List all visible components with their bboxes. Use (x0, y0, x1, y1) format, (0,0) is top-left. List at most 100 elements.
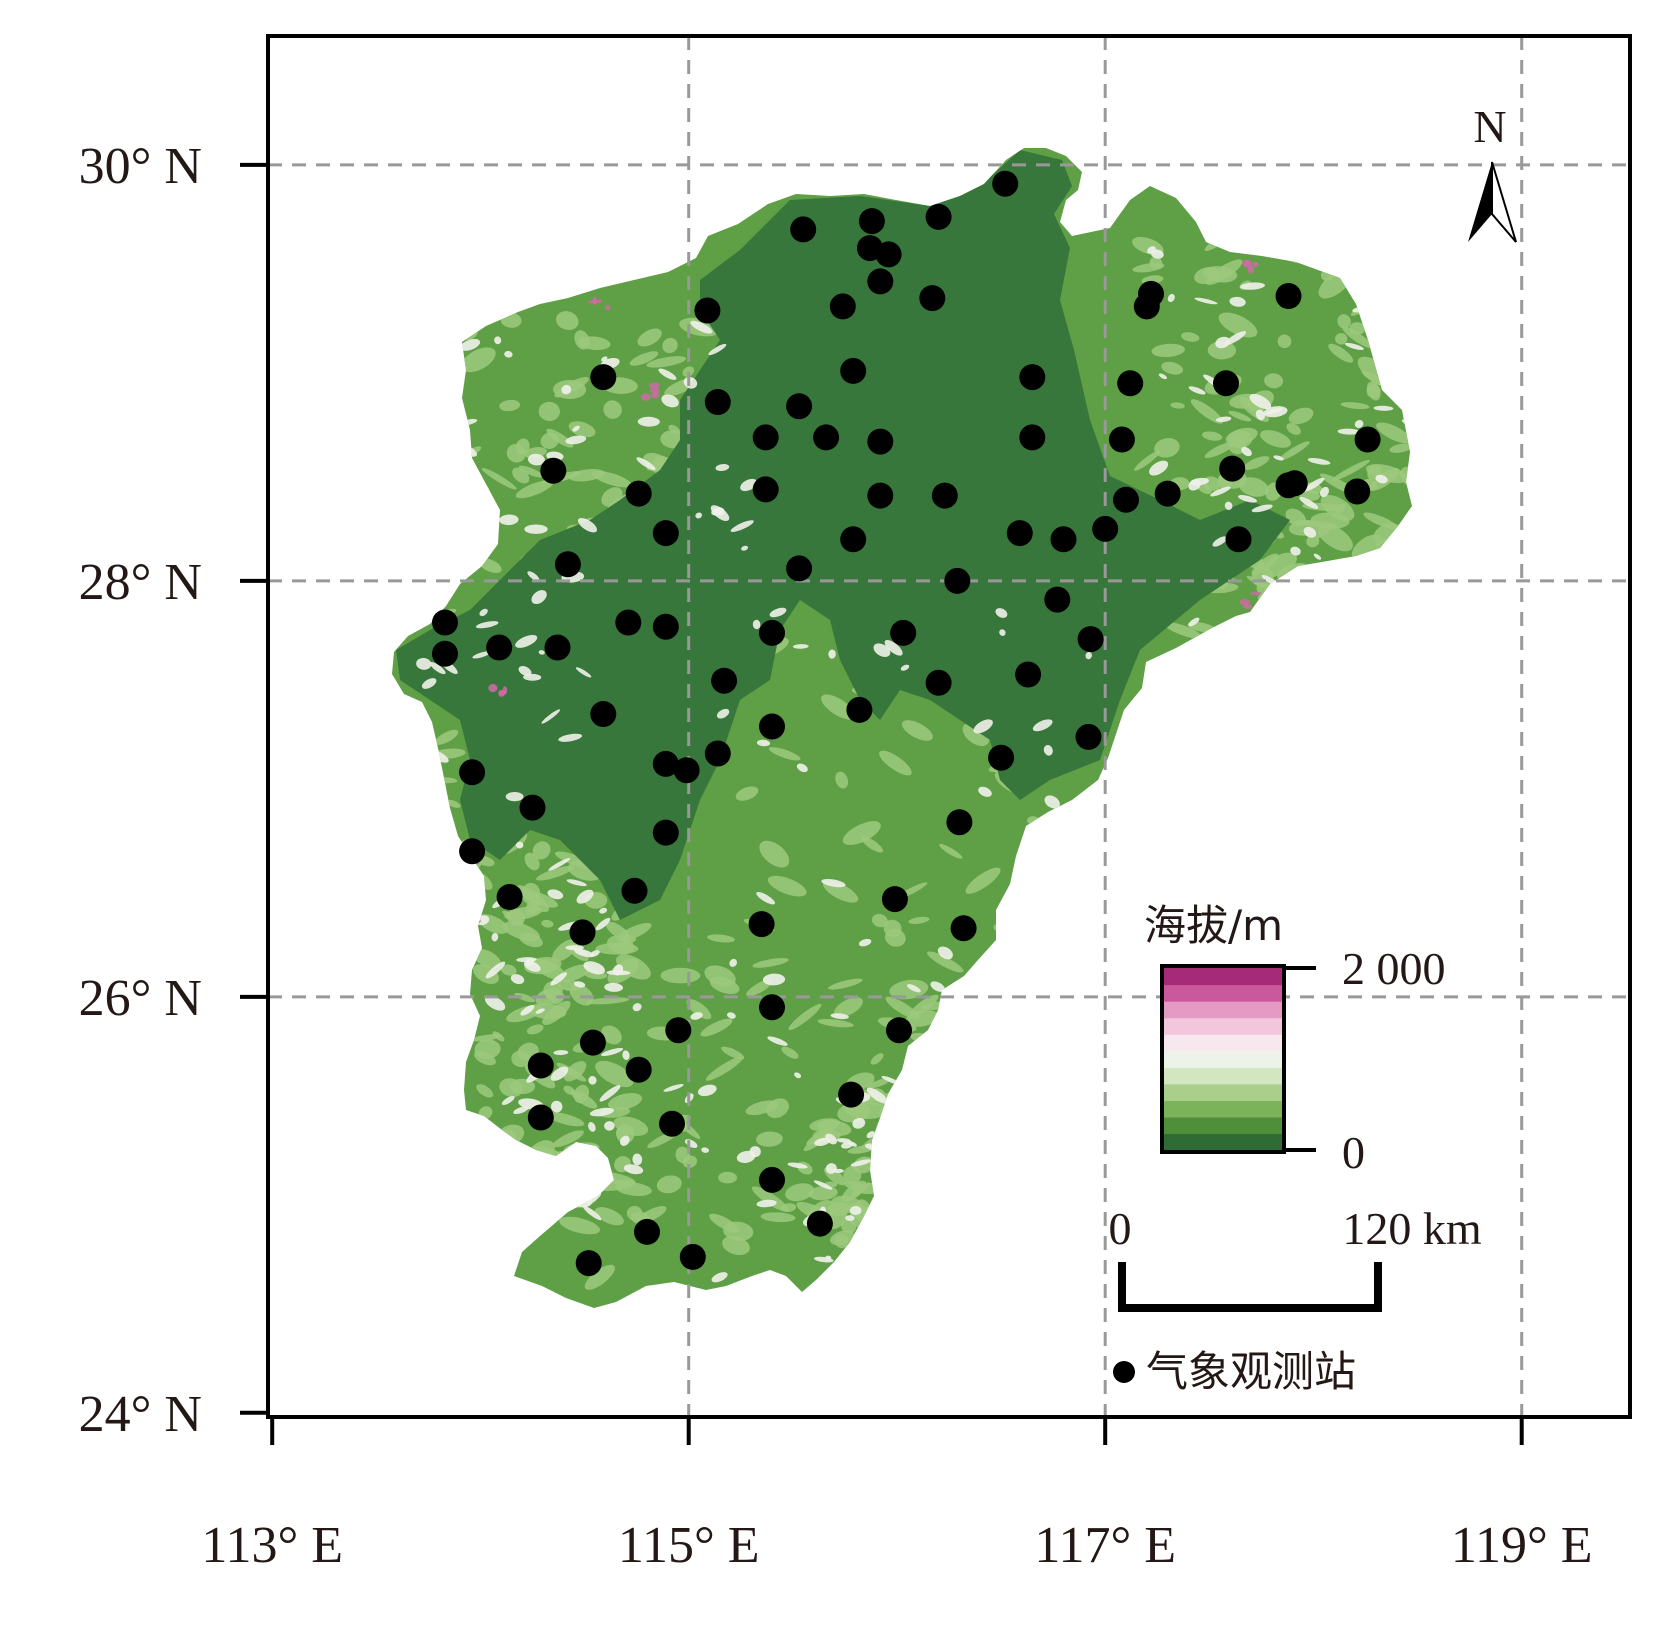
upland-patch (601, 1025, 622, 1045)
upland-patch (1238, 477, 1269, 497)
upland-patch (473, 948, 502, 969)
station-marker (919, 285, 946, 312)
upland-patch (908, 916, 930, 924)
station-marker (519, 794, 546, 821)
upland-patch (656, 1175, 682, 1194)
highland-patch (573, 981, 586, 988)
peak-patch (649, 388, 660, 394)
upland-patch (502, 910, 524, 925)
peak-patch (604, 304, 611, 311)
upland-patch (1134, 450, 1161, 471)
upland-patch (492, 1031, 505, 1042)
upland-patch (901, 720, 933, 741)
highland-patch (588, 1122, 596, 1132)
highland-patch (756, 739, 771, 747)
station-marker (759, 619, 785, 646)
station-marker (569, 919, 596, 946)
highland-patch (516, 957, 537, 963)
highland-patch (1167, 293, 1175, 303)
highland-patch (566, 879, 587, 887)
highland-patch (1337, 428, 1360, 435)
station-marker (759, 1166, 785, 1193)
highland-patch (547, 889, 564, 900)
scale-bar-line (1118, 1262, 1382, 1312)
upland-patch (500, 964, 517, 976)
highland-patch (873, 643, 891, 657)
colorbar-segment (1164, 1001, 1282, 1019)
upland-patch (555, 311, 579, 331)
station-marker (634, 1218, 660, 1245)
upland-patch (536, 865, 574, 881)
highland-patch (623, 1164, 644, 1175)
highland-patch (852, 1117, 866, 1129)
upland-patch (601, 487, 623, 507)
highland-patch (574, 948, 595, 958)
upland-patch (637, 1206, 667, 1223)
upland-patch (499, 1078, 523, 1098)
highland-patch (531, 590, 547, 605)
upland-patch (861, 836, 884, 853)
station-marker (1019, 364, 1046, 391)
highland-patch (821, 878, 846, 888)
station-marker (615, 609, 642, 636)
station-marker (946, 809, 973, 836)
upland-patch (843, 1166, 862, 1185)
upland-patch (474, 1039, 501, 1060)
upland-patch (594, 1207, 624, 1226)
highland-patch (697, 1084, 717, 1097)
station-marker (867, 482, 894, 509)
province-terrain-base (392, 148, 1412, 1308)
highland-patch (866, 1087, 888, 1104)
north-arrow-outline-icon (1491, 161, 1517, 243)
station-marker (1275, 283, 1302, 309)
highland-patch (606, 970, 631, 976)
upland-patch (828, 978, 863, 990)
highland-patch (833, 1168, 844, 1174)
station-marker (881, 886, 908, 913)
highland-patch (505, 792, 524, 802)
upland-patch (785, 1183, 815, 1202)
station-marker (988, 744, 1015, 771)
upland-patch (608, 1093, 643, 1110)
station-marker (992, 170, 1019, 197)
elevation-min-label: 0 (1342, 1127, 1365, 1178)
peak-patch (650, 392, 660, 399)
scale-end-label: 120 km (1342, 1203, 1482, 1254)
upland-patch (721, 1046, 745, 1060)
highland-patch (695, 512, 703, 519)
peak-patch (648, 382, 661, 390)
station-marker (1154, 480, 1181, 507)
upland-patch (829, 1230, 855, 1246)
upland-patch (939, 843, 963, 859)
station-marker (1213, 370, 1239, 397)
upland-patch (1342, 326, 1374, 349)
station-marker (432, 640, 458, 667)
upland-patch (1279, 441, 1310, 461)
highland-patch (906, 984, 921, 993)
peak-patch (1252, 261, 1259, 268)
upland-patch (1288, 407, 1314, 425)
station-marker (1077, 626, 1104, 653)
upland-patch (662, 337, 678, 354)
highland-patch (729, 958, 738, 967)
north-arrow: N (1468, 101, 1517, 243)
station-marker (752, 476, 779, 503)
station-marker (704, 389, 731, 415)
highland-patch (484, 995, 506, 1011)
station-marker (890, 619, 917, 646)
station-marker (527, 1052, 554, 1079)
upland-patch (434, 729, 459, 745)
highland-patch (727, 1012, 736, 1019)
upland-patch (1328, 343, 1354, 363)
upland-patch (552, 938, 578, 962)
station-marker (704, 740, 731, 767)
colorbar-segment (1164, 1133, 1282, 1151)
station-marker (759, 713, 785, 740)
highland-patch (479, 608, 488, 617)
peak-patch (502, 686, 508, 695)
highland-patch (1158, 373, 1168, 380)
highland-patch (459, 338, 481, 351)
upland-patch (817, 1119, 852, 1137)
upland-patch (1218, 312, 1258, 338)
